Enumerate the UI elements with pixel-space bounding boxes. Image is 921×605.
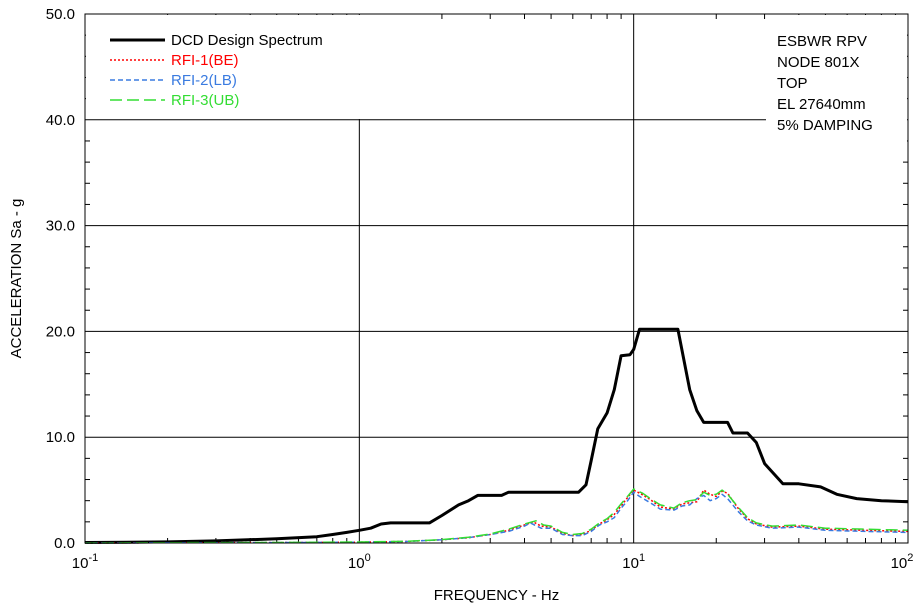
plot-frame	[84, 13, 909, 544]
annotation-line-3: EL 27640mm	[777, 96, 866, 113]
series-line-0	[84, 327, 909, 544]
series-line-1	[84, 489, 909, 544]
y-tick-label-1: 10.0	[46, 429, 75, 446]
y-axis-label: ACCELERATION Sa - g	[8, 199, 25, 359]
series-lines	[84, 327, 909, 544]
y-tick-label-0: 0.0	[54, 535, 75, 552]
annotation-line-1: NODE 801X	[777, 54, 860, 71]
legend-label-0: DCD Design Spectrum	[171, 32, 323, 49]
legend-label-1: RFI-1(BE)	[171, 52, 239, 69]
y-tick-labels: 0.0 10.0 20.0 30.0 40.0 50.0	[46, 6, 75, 552]
x-tick-label-1: 100	[348, 552, 371, 572]
y-tick-label-5: 50.0	[46, 6, 75, 23]
legend-label-2: RFI-2(LB)	[171, 72, 237, 89]
x-tick-label-3: 102	[891, 552, 914, 572]
annotation-background	[766, 15, 907, 143]
annotation-line-0: ESBWR RPV	[777, 33, 867, 50]
legend: DCD Design Spectrum RFI-1(BE) RFI-2(LB) RFI…	[110, 32, 323, 109]
annotation-line-4: 5% DAMPING	[777, 117, 873, 134]
annotation-line-2: TOP	[777, 75, 808, 92]
series-line-2	[84, 491, 909, 544]
legend-background	[86, 15, 371, 119]
y-tick-label-3: 30.0	[46, 218, 75, 235]
x-tick-label-2: 101	[622, 552, 645, 572]
x-tick-label-0: 10-1	[72, 552, 98, 572]
y-tick-label-2: 20.0	[46, 323, 75, 340]
series-line-3	[84, 488, 909, 544]
x-axis-label: FREQUENCY - Hz	[434, 587, 560, 604]
legend-label-3: RFI-3(UB)	[171, 92, 239, 109]
annotations: ESBWR RPV NODE 801X TOP EL 27640mm 5% DAMPIN…	[777, 33, 873, 134]
y-tick-label-4: 40.0	[46, 112, 75, 129]
x-tick-labels: 10-1 100 101 102	[72, 552, 914, 572]
